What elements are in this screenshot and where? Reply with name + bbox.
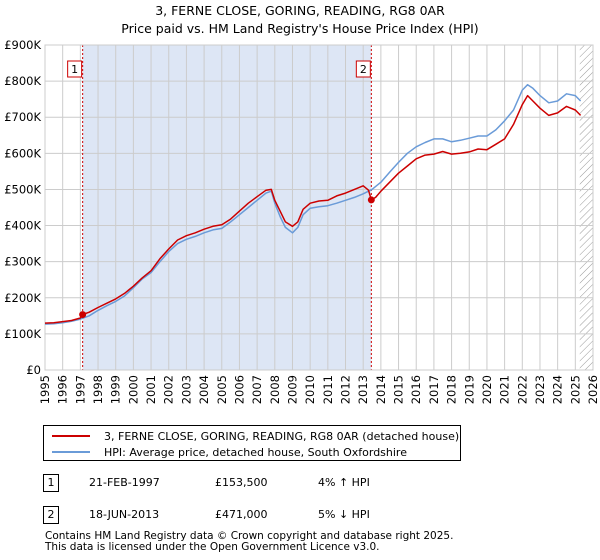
x-tick-label: 1996: [56, 375, 70, 404]
x-tick-label: 2004: [197, 375, 211, 404]
x-tick-label: 2013: [356, 375, 370, 404]
footer-line-2: This data is licensed under the Open Gov…: [45, 541, 380, 553]
legend-hpi-label: HPI: Average price, detached house, Sout…: [104, 445, 407, 459]
x-tick-label: 2009: [285, 375, 299, 404]
hpi-series-line: [44, 83, 582, 325]
y-tick-label: £0: [26, 363, 41, 377]
x-tick-label: 1999: [109, 375, 123, 404]
transaction-hpi-diff: 4% ↑ HPI: [318, 476, 370, 489]
footer-line-1: Contains HM Land Registry data © Crown c…: [45, 530, 454, 542]
transaction-price: £153,500: [215, 476, 268, 489]
x-tick-label: 2014: [374, 375, 388, 404]
sale-point-1: [79, 311, 87, 319]
x-tick-label: 2010: [303, 375, 317, 404]
transaction-hpi-diff: 5% ↓ HPI: [318, 508, 370, 521]
x-tick-label: 2012: [339, 375, 353, 404]
price-chart: 3, FERNE CLOSE, GORING, READING, RG8 0AR…: [4, 3, 600, 404]
legend-item-hpi: HPI: Average price, detached house, Sout…: [52, 444, 407, 460]
x-tick-label: 2006: [232, 375, 246, 404]
x-tick-label: 2022: [515, 375, 529, 404]
y-tick-label: £300K: [4, 255, 41, 269]
y-tick-label: £700K: [4, 110, 41, 124]
transaction-row: 2 18-JUN-2013 £471,000 5% ↓ HPI: [43, 506, 563, 526]
ownership-shaded-region: [82, 45, 372, 370]
x-tick-label: 2024: [551, 375, 565, 404]
x-tick-label: 2003: [179, 375, 193, 404]
legend-price-line-swatch: [52, 435, 90, 437]
marker-2-box: [355, 60, 371, 78]
y-tick-label: £900K: [4, 38, 41, 52]
x-tick-label: 1998: [91, 375, 105, 404]
x-tick-label: 2017: [427, 375, 441, 404]
y-tick-label: £200K: [4, 291, 41, 305]
x-tick-label: 2020: [480, 375, 494, 404]
legend-price-label: 3, FERNE CLOSE, GORING, READING, RG8 0AR…: [104, 429, 460, 443]
y-tick-label: £800K: [4, 74, 41, 88]
x-tick-label: 2011: [321, 375, 335, 404]
legend-item-price: 3, FERNE CLOSE, GORING, READING, RG8 0AR…: [52, 428, 459, 444]
chart-subtitle: Price paid vs. HM Land Registry's House …: [121, 21, 478, 36]
x-tick-label: 2002: [162, 375, 176, 404]
x-tick-label: 2007: [250, 375, 264, 404]
x-tick-label: 2023: [533, 375, 547, 404]
x-tick-label: 2019: [462, 375, 476, 404]
transaction-date: 21-FEB-1997: [89, 476, 160, 489]
x-tick-label: 2015: [392, 375, 406, 404]
transaction-price: £471,000: [215, 508, 268, 521]
transaction-number-badge: 1: [43, 474, 59, 492]
x-tick-label: 2001: [144, 375, 158, 404]
x-tick-label: 2016: [409, 375, 423, 404]
x-tick-label: 2018: [445, 375, 459, 404]
legend: 3, FERNE CLOSE, GORING, READING, RG8 0AR…: [43, 425, 461, 461]
transaction-date: 18-JUN-2013: [89, 508, 160, 521]
plot-area: £0 £100K £200K £300K £400K £500K £600K £700K £80…: [4, 38, 600, 404]
y-tick-label: £400K: [4, 219, 41, 233]
y-tick-label: £500K: [4, 182, 41, 196]
transaction-number-badge: 2: [43, 506, 59, 524]
plot-frame: [44, 44, 594, 371]
x-tick-label: 2005: [215, 375, 229, 404]
x-tick-label: 1995: [38, 375, 52, 404]
x-tick-label: 2021: [498, 375, 512, 404]
transaction-row: 1 21-FEB-1997 £153,500 4% ↑ HPI: [43, 474, 563, 494]
x-tick-label: 2026: [586, 375, 600, 404]
x-tick-label: 2000: [126, 375, 140, 404]
price-paid-series-line: [44, 94, 582, 324]
forecast-hatched-region: [579, 45, 593, 370]
footer-attribution: Contains HM Land Registry data © Crown c…: [45, 531, 453, 553]
x-tick-label: 2008: [268, 375, 282, 404]
y-tick-label: £600K: [4, 146, 41, 160]
x-tick-label: 2025: [568, 375, 582, 404]
marker-2-label: 2: [360, 63, 367, 76]
x-tick-label: 1997: [73, 375, 87, 404]
legend-hpi-line-swatch: [52, 451, 90, 453]
sale-point-2: [367, 196, 375, 204]
chart-title: 3, FERNE CLOSE, GORING, READING, RG8 0AR: [155, 3, 445, 18]
y-tick-label: £100K: [4, 327, 41, 341]
marker-1-box: [67, 60, 83, 78]
marker-1-label: 1: [71, 63, 78, 76]
